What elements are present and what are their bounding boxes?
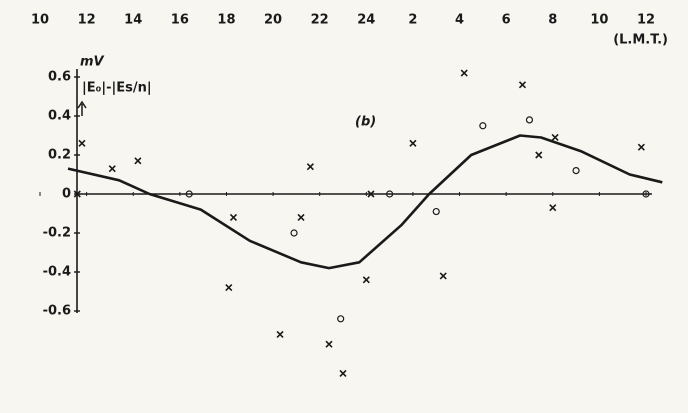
label-arrow (77, 100, 87, 116)
point-x (229, 213, 238, 221)
x-tick-label: 8 (548, 13, 557, 28)
y-tick-label: -0.6 (43, 304, 71, 319)
point-x (637, 143, 645, 151)
x-tick-label: 16 (171, 13, 189, 28)
point-x (551, 133, 559, 142)
point-o (386, 190, 394, 198)
point-x (73, 190, 81, 198)
point-x (535, 151, 543, 159)
point-x (134, 157, 142, 165)
point-o (185, 190, 193, 198)
x-tick-label: 12 (78, 13, 96, 28)
y-tick-label: -0.4 (43, 265, 71, 280)
y-tick-label: 0.6 (48, 70, 71, 85)
point-o (479, 122, 487, 130)
point-o (432, 207, 440, 216)
x-tick-label: 14 (124, 13, 142, 28)
point-x (225, 284, 233, 292)
point-x (297, 213, 305, 221)
point-o (525, 116, 534, 124)
point-x (549, 204, 557, 212)
point-x (460, 69, 468, 77)
x-tick-label: 20 (264, 13, 282, 28)
point-x (439, 272, 447, 280)
point-o (642, 190, 650, 198)
point-x (108, 165, 116, 173)
y-tick-label: 0.4 (48, 109, 71, 124)
point-o (572, 167, 580, 175)
curve (67, 134, 663, 270)
x-unit: (L.M.T.) (613, 33, 668, 48)
x-tick-label: 4 (455, 13, 464, 28)
annotation: (b) (355, 115, 376, 130)
point-x (367, 190, 375, 198)
point-x (339, 369, 347, 377)
point-x (78, 139, 86, 147)
x-tick-label: 2 (408, 13, 417, 28)
point-x (409, 139, 417, 147)
x-tick-label: 24 (357, 13, 375, 28)
x-tick-label: 22 (311, 13, 329, 28)
point-x (306, 163, 314, 171)
y-tick-label: -0.2 (43, 226, 71, 241)
point-o (290, 229, 298, 237)
x-tick-label: 18 (217, 13, 235, 28)
y-label: |E₀|-|Es/n| (82, 81, 152, 96)
x-tick-label: 12 (637, 13, 655, 28)
point-x (362, 276, 370, 284)
x-tick-label: 10 (590, 13, 608, 28)
y-unit: mV (80, 55, 105, 70)
x-tick-label: 6 (502, 13, 511, 28)
x-tick-label: 10 (31, 13, 49, 28)
y-tick-label: 0.2 (48, 148, 71, 163)
point-x (325, 340, 333, 348)
point-x (276, 330, 284, 338)
point-o (337, 315, 345, 323)
y-tick-label: 0 (62, 187, 71, 202)
point-x (518, 81, 527, 89)
